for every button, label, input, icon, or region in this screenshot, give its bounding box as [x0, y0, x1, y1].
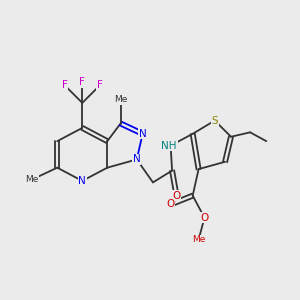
Text: F: F — [79, 77, 85, 87]
Text: N: N — [133, 154, 141, 164]
Text: NH: NH — [161, 141, 177, 151]
Text: O: O — [172, 190, 181, 201]
Text: Me: Me — [114, 95, 127, 104]
Text: O: O — [200, 213, 208, 223]
Text: F: F — [62, 80, 68, 90]
Text: N: N — [78, 176, 86, 186]
Text: N: N — [139, 129, 146, 139]
Text: O: O — [167, 200, 175, 209]
Text: F: F — [97, 80, 103, 90]
Text: S: S — [212, 116, 218, 126]
Text: Me: Me — [192, 235, 205, 244]
Text: Me: Me — [26, 175, 39, 184]
